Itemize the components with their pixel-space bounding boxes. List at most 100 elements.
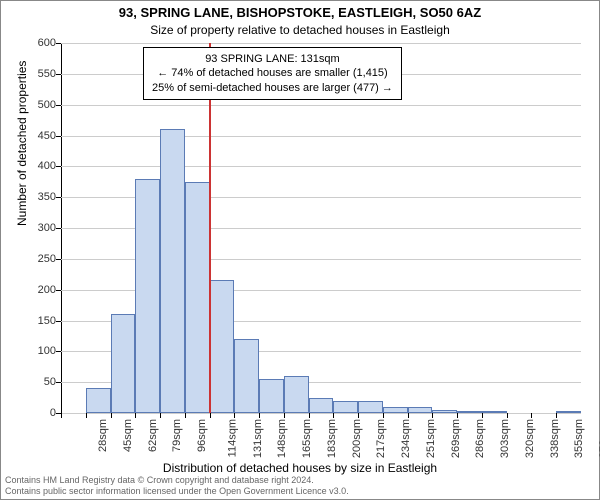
x-tick-mark <box>160 413 161 418</box>
histogram-bar <box>234 339 259 413</box>
grid-line <box>61 136 581 137</box>
x-tick-label: 62sqm <box>147 419 159 452</box>
y-tick-label: 400 <box>16 160 56 172</box>
info-box-line-1: 93 SPRING LANE: 131sqm <box>152 52 393 66</box>
x-tick-mark <box>86 413 87 418</box>
histogram-bar <box>210 280 235 413</box>
y-tick-mark <box>56 197 61 198</box>
x-tick-label: 45sqm <box>122 419 134 452</box>
x-tick-label: 338sqm <box>549 419 561 458</box>
y-tick-mark <box>56 259 61 260</box>
x-tick-label: 200sqm <box>351 419 363 458</box>
info-box-line-2: ← 74% of detached houses are smaller (1,… <box>152 66 393 80</box>
x-tick-mark <box>408 413 409 418</box>
title-sub: Size of property relative to detached ho… <box>1 23 599 37</box>
y-tick-label: 350 <box>16 191 56 203</box>
x-tick-label: 217sqm <box>376 419 388 458</box>
x-tick-mark <box>531 413 532 418</box>
x-tick-label: 303sqm <box>499 419 511 458</box>
y-tick-mark <box>56 351 61 352</box>
histogram-bar <box>86 388 111 413</box>
y-tick-mark <box>56 105 61 106</box>
histogram-bar <box>383 407 408 413</box>
histogram-bar <box>457 411 482 413</box>
x-tick-mark <box>234 413 235 418</box>
x-tick-label: 355sqm <box>574 419 586 458</box>
histogram-bar <box>284 376 309 413</box>
y-tick-label: 550 <box>16 68 56 80</box>
x-tick-label: 96sqm <box>196 419 208 452</box>
x-tick-label: 320sqm <box>524 419 536 458</box>
x-tick-mark <box>111 413 112 418</box>
grid-line <box>61 105 581 106</box>
x-tick-label: 234sqm <box>400 419 412 458</box>
x-tick-mark <box>185 413 186 418</box>
x-tick-mark <box>432 413 433 418</box>
x-tick-mark <box>507 413 508 418</box>
footer-line-2: Contains public sector information licen… <box>5 486 349 497</box>
histogram-bar <box>111 314 136 413</box>
x-tick-label: 148sqm <box>276 419 288 458</box>
y-tick-mark <box>56 321 61 322</box>
x-tick-mark <box>358 413 359 418</box>
y-tick-mark <box>56 166 61 167</box>
histogram-bar <box>358 401 383 413</box>
y-tick-mark <box>56 290 61 291</box>
histogram-bar <box>185 182 210 413</box>
x-tick-label: 114sqm <box>226 419 238 457</box>
x-tick-mark <box>556 413 557 418</box>
x-tick-mark <box>259 413 260 418</box>
x-axis-title: Distribution of detached houses by size … <box>1 461 599 475</box>
y-tick-mark <box>56 382 61 383</box>
chart-container: 93, SPRING LANE, BISHOPSTOKE, EASTLEIGH,… <box>0 0 600 500</box>
x-tick-label: 286sqm <box>475 419 487 458</box>
x-tick-mark <box>61 413 62 418</box>
histogram-bar <box>556 411 581 413</box>
histogram-bar <box>309 398 334 413</box>
x-tick-label: 79sqm <box>171 419 183 452</box>
x-tick-label: 165sqm <box>301 419 313 458</box>
y-tick-label: 150 <box>16 315 56 327</box>
x-tick-mark <box>135 413 136 418</box>
footer-line-1: Contains HM Land Registry data © Crown c… <box>5 475 349 486</box>
histogram-bar <box>259 379 284 413</box>
x-tick-label: 269sqm <box>450 419 462 458</box>
x-tick-label: 28sqm <box>97 419 109 452</box>
x-tick-mark <box>457 413 458 418</box>
info-box: 93 SPRING LANE: 131sqm← 74% of detached … <box>143 47 402 100</box>
x-tick-mark <box>284 413 285 418</box>
x-tick-mark <box>333 413 334 418</box>
title-main: 93, SPRING LANE, BISHOPSTOKE, EASTLEIGH,… <box>1 5 599 20</box>
x-tick-label: 183sqm <box>326 419 338 458</box>
histogram-bar <box>482 411 507 413</box>
x-tick-mark <box>210 413 211 418</box>
y-tick-label: 50 <box>16 376 56 388</box>
x-tick-mark <box>482 413 483 418</box>
y-tick-label: 300 <box>16 222 56 234</box>
histogram-bar <box>333 401 358 413</box>
y-tick-label: 450 <box>16 130 56 142</box>
y-tick-label: 100 <box>16 345 56 357</box>
y-tick-mark <box>56 136 61 137</box>
footer-attribution: Contains HM Land Registry data © Crown c… <box>5 475 349 497</box>
grid-line <box>61 43 581 44</box>
x-tick-label: 251sqm <box>425 419 437 458</box>
y-tick-mark <box>56 74 61 75</box>
y-tick-label: 200 <box>16 284 56 296</box>
plot-area: 05010015020025030035040045050055060028sq… <box>61 43 581 413</box>
info-box-line-3: 25% of semi-detached houses are larger (… <box>152 81 393 95</box>
histogram-bar <box>408 407 433 413</box>
x-tick-mark <box>383 413 384 418</box>
x-tick-label: 131sqm <box>252 419 264 458</box>
y-tick-mark <box>56 43 61 44</box>
y-tick-label: 500 <box>16 99 56 111</box>
y-tick-mark <box>56 228 61 229</box>
y-tick-label: 250 <box>16 253 56 265</box>
grid-line <box>61 413 581 414</box>
y-tick-label: 600 <box>16 37 56 49</box>
histogram-bar <box>432 410 457 413</box>
grid-line <box>61 166 581 167</box>
x-tick-mark <box>309 413 310 418</box>
histogram-bar <box>135 179 160 413</box>
y-tick-label: 0 <box>16 407 56 419</box>
